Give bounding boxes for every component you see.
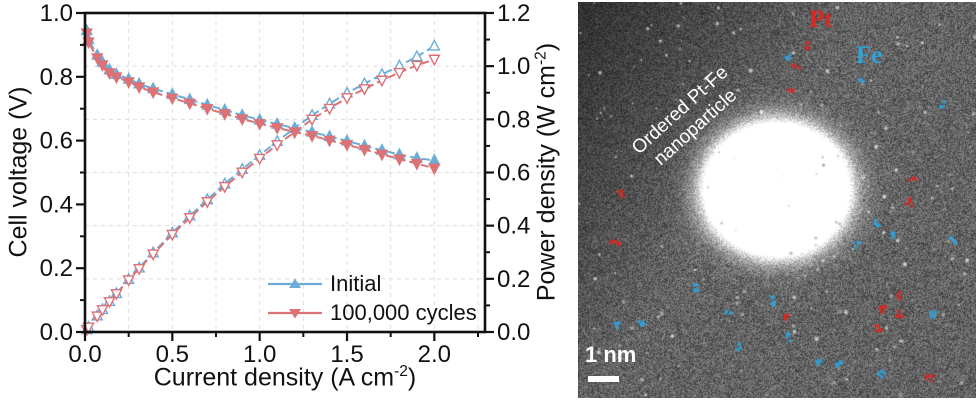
svg-text:1.0: 1.0 (243, 341, 276, 368)
fuel-cell-performance-chart: 0.0 0.5 1.0 1.5 2.0 0.0 0.2 0.4 0.6 0.8 1.0 0.0 0.2 0… (4, 0, 561, 392)
legend-label-cycles: 100,000 cycles (330, 299, 477, 325)
scale-bar-label: 1 nm (585, 342, 637, 367)
legend-marker-cycles-icon (268, 308, 322, 318)
svg-text:0.8: 0.8 (497, 106, 530, 133)
left-y-axis-title: Cell voltage (V) (4, 86, 33, 258)
svg-text:0.2: 0.2 (40, 255, 73, 282)
chart-plot-area: 0.0 0.5 1.0 1.5 2.0 0.0 0.2 0.4 0.6 0.8 1.0 0.0 0.2 0… (40, 0, 531, 368)
svg-text:0.0: 0.0 (40, 319, 73, 346)
legend-marker-initial-icon (268, 278, 322, 288)
svg-text:0.0: 0.0 (497, 319, 530, 346)
svg-text:0.8: 0.8 (40, 64, 73, 91)
x-axis-title: Current density (A cm-2) (153, 363, 417, 392)
svg-text:0.5: 0.5 (156, 341, 189, 368)
svg-text:1.5: 1.5 (330, 341, 363, 368)
svg-text:0.6: 0.6 (497, 160, 530, 187)
svg-text:1.2: 1.2 (497, 0, 530, 27)
svg-text:2.0: 2.0 (418, 341, 451, 368)
legend-item-cycles: 100,000 cycles (267, 298, 477, 327)
svg-text:0.6: 0.6 (40, 128, 73, 155)
legend-item-initial: Initial (267, 269, 477, 298)
stem-image-canvas (578, 2, 976, 398)
right-y-axis-title: Power density (W cm-2) (532, 42, 561, 302)
svg-text:1.0: 1.0 (497, 53, 530, 80)
stem-micrograph: Ordered Pt-Fe nanoparticle Pt Fe 1 nm (578, 2, 976, 398)
svg-text:0.0: 0.0 (68, 341, 101, 368)
svg-text:0.4: 0.4 (40, 191, 73, 218)
pt-element-label: Pt (809, 6, 833, 33)
svg-text:0.4: 0.4 (497, 213, 530, 240)
legend-label-initial: Initial (330, 270, 382, 296)
fe-element-label: Fe (856, 42, 883, 69)
chart-legend: Initial 100,000 cycles (267, 269, 477, 327)
svg-text:1.0: 1.0 (40, 0, 73, 27)
svg-text:0.2: 0.2 (497, 266, 530, 293)
scale-bar (588, 376, 619, 382)
